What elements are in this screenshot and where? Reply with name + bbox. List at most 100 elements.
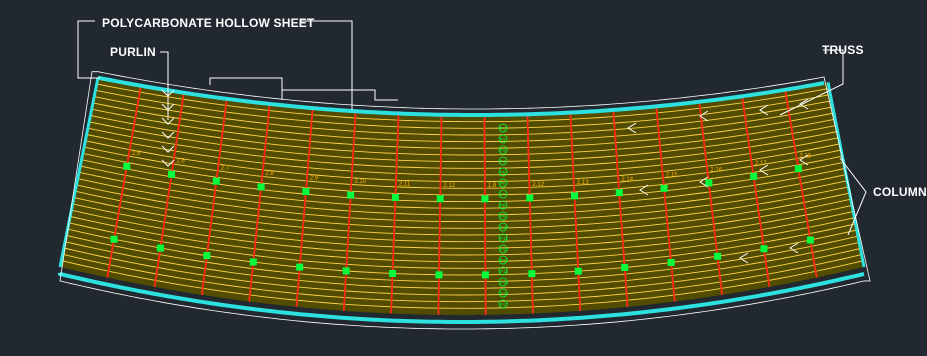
purlin-arrow [161,89,175,97]
center-tag-circle [498,189,508,199]
purlin-line [91,108,835,149]
column-marker-top [526,194,534,202]
center-tag-circle [498,123,508,133]
bottom-edge-beam [58,271,865,324]
column-marker-top [302,188,310,196]
center-tag-circle [498,156,508,166]
sheet-area [60,77,864,315]
truss-tag: 2.11 [399,181,411,187]
center-tag: P15 [500,280,509,285]
truss-line [342,111,357,311]
purlin-line [86,134,839,176]
column-marker-bottom [156,244,164,252]
truss-tag: 2.5 [132,151,141,157]
column-marker-top [168,170,176,178]
column-marker-bottom [342,267,350,275]
purlin-line [96,83,830,123]
column-marker-bottom [667,258,675,266]
purlin-line [82,152,843,196]
truss-tag: 2.17 [755,161,767,167]
truss-line [526,114,534,314]
purlin-line [61,260,863,309]
truss-tag: 2.6 [176,159,185,165]
label-truss: TRUSS [822,43,864,57]
truss-tag: 2.8 [265,171,274,177]
center-tag: P3 [500,148,506,153]
purlin-arrow [161,117,175,125]
column-marker-bottom [481,271,489,279]
leader-polycarbonate-right [300,20,353,110]
center-tag-circle [498,145,508,155]
purlin-arrow [161,131,175,139]
column-marker-top [794,165,802,173]
purlin-line [92,102,833,143]
purlin-line [63,247,861,296]
column-marker-bottom [296,263,304,271]
column-marker-bottom [528,270,536,278]
column-marker-bottom [110,235,118,243]
purlin-line [87,127,838,169]
center-tag: P12 [500,247,509,252]
center-tag: P6 [500,181,506,186]
column-marker-top [615,189,623,197]
truss-line [437,114,443,315]
pointer-arrow [799,98,809,110]
center-tag: P10 [500,225,509,230]
label-polycarbonate-hollow-sheet: POLYCARBONATE HOLLOW SHEET [102,16,315,30]
center-tag-circle [498,167,508,177]
pointer-arrow [639,184,649,196]
purlin-line [81,159,844,203]
purlin-line [72,203,853,249]
truss-line [612,109,629,307]
center-tag: P9 [500,214,506,219]
truss-line [655,106,676,302]
truss-line [248,103,271,302]
purlin-line [80,165,845,209]
center-tag: P11 [500,236,508,241]
truss-tag: 2.13 [577,180,589,186]
purlin-line [66,234,859,283]
truss-line [698,101,724,295]
leader-polycarbonate-left [77,20,100,79]
column-marker-bottom [389,269,397,277]
truss-line [483,114,487,315]
purlin-line [62,253,862,303]
leader-sheet-bracket-2 [282,89,398,101]
center-tag-circle [498,299,508,309]
truss-line [295,108,314,307]
column-marker-top [705,179,713,187]
column-marker-top [347,191,355,199]
column-marker-top [436,195,444,203]
purlin-line [78,171,847,216]
purlin-line [75,190,850,236]
center-tag-circle [498,134,508,144]
leader-lines [59,20,871,330]
truss-line [153,92,185,288]
center-tag-circle [498,288,508,298]
markers: 2.5 2.6 2.7 2.8 2.9 2.10 2.11 2.12 1.8 2.12 2.13 2.… [110,123,814,309]
truss-tag: 2.10 [354,179,366,185]
center-tag: P4 [500,159,506,164]
top-edge-beam [96,75,825,117]
center-tag: P1 [500,126,506,131]
leader-sheet-bracket [209,77,283,100]
center-tag: P5 [500,170,506,175]
center-tag-circle [498,222,508,232]
purlin-line [76,184,849,229]
center-tag-circle [498,244,508,254]
purlin-line [64,241,860,289]
center-tag: P8 [500,203,506,208]
column-marker-bottom [574,267,582,275]
pointer-arrow [759,164,769,176]
purlin-line [95,89,831,129]
column-marker-top [481,195,489,203]
purlin-line [90,115,836,156]
truss-tag: 2.7 [221,165,230,171]
column-marker-top [123,162,131,170]
label-purlin: PURLIN [110,45,156,59]
column-marker-top [257,183,265,191]
truss-line [569,112,582,311]
purlin-arrow [161,103,175,111]
center-tag: P16 [500,291,509,296]
column-marker-bottom [806,236,814,244]
